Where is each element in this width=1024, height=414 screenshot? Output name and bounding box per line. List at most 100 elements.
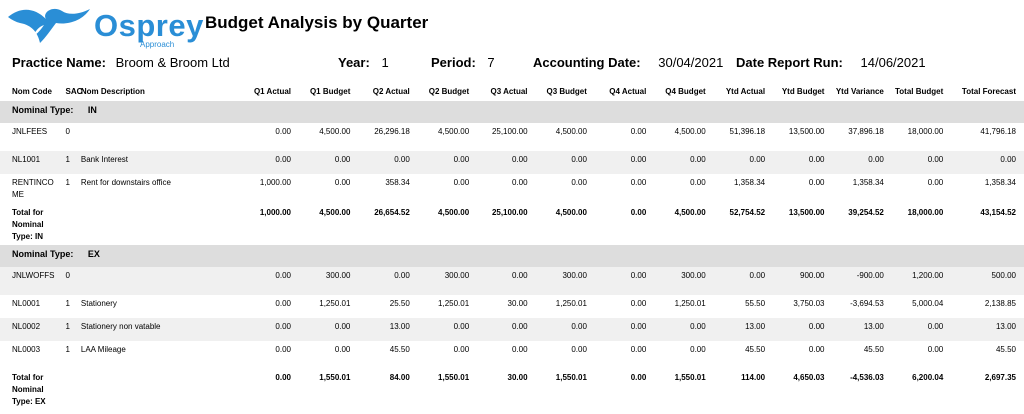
cell-value: 37,896.18 bbox=[848, 127, 884, 136]
total-value: 4,650.03 bbox=[793, 373, 825, 382]
col-header: Total Budget bbox=[894, 87, 944, 96]
cell-value: 41,796.18 bbox=[980, 127, 1016, 136]
cell-value: 5,000.04 bbox=[912, 299, 944, 308]
total-label-text: Total for Nominal Type: IN bbox=[12, 208, 44, 241]
cell-value: 18,000.00 bbox=[907, 127, 944, 136]
table-header-row: Nom Code SAC Nom Description Q1 Actual Q… bbox=[0, 82, 1024, 101]
logo-wordmark: Osprey bbox=[94, 8, 204, 43]
table-row: NL0002 1 Stationery non vatable 0.00 0.0… bbox=[0, 318, 1024, 341]
cell-value: 13,500.00 bbox=[788, 127, 825, 136]
accounting-date-label: Accounting Date: bbox=[533, 55, 641, 70]
table-row: JNLFEES 0 0.00 4,500.00 26,296.18 4,500.… bbox=[0, 123, 1024, 151]
cell-value: 45.50 bbox=[745, 345, 766, 354]
nom-description: Bank Interest bbox=[80, 151, 242, 174]
cell-value: 0.00 bbox=[713, 267, 774, 295]
cell-value: 300.00 bbox=[535, 267, 595, 295]
total-value: 43,154.52 bbox=[980, 208, 1016, 217]
total-value: 4,500.00 bbox=[438, 208, 470, 217]
nom-code: JNLFEES bbox=[12, 127, 48, 136]
cell-value: 0.00 bbox=[773, 318, 833, 341]
total-row-in: Total for Nominal Type: IN 1,000.00 4,50… bbox=[0, 204, 1024, 245]
cell-value: 0.00 bbox=[571, 178, 587, 187]
cell-value: 1,000.00 bbox=[259, 178, 291, 187]
nom-description: Stationery non vatable bbox=[80, 318, 242, 341]
total-value: 52,754.52 bbox=[729, 208, 766, 217]
table-row: NL1001 1 Bank Interest 0.00 0.00 0.00 0.… bbox=[0, 151, 1024, 174]
total-value: 0.00 bbox=[275, 373, 291, 382]
nom-description bbox=[81, 123, 242, 151]
group-type-label: Nominal Type: bbox=[12, 105, 74, 115]
accounting-date-value: 30/04/2021 bbox=[658, 55, 724, 70]
sac: 1 bbox=[65, 151, 81, 174]
total-value: 114.00 bbox=[741, 373, 766, 382]
cell-value: 0.00 bbox=[808, 178, 825, 187]
cell-value: 0.00 bbox=[417, 151, 478, 174]
cell-value: 0.00 bbox=[241, 267, 299, 295]
sac: 0 bbox=[65, 127, 70, 136]
cell-value: 0.00 bbox=[275, 345, 291, 354]
table-row: NL0003 1 LAA Mileage 0.00 0.00 45.50 0.0… bbox=[0, 341, 1024, 369]
cell-value: 1,358.34 bbox=[852, 178, 884, 187]
cell-value: 358.34 bbox=[385, 178, 410, 187]
group-header-in: Nominal Type: IN bbox=[0, 101, 1024, 123]
group-header-ex: Nominal Type: EX bbox=[0, 245, 1024, 267]
group-type-value: IN bbox=[87, 105, 97, 115]
cell-value: 0.00 bbox=[275, 127, 291, 136]
date-report-run: Date Report Run: 14/06/2021 bbox=[736, 55, 926, 71]
cell-value: 0.00 bbox=[511, 178, 528, 187]
year-value: 1 bbox=[381, 55, 389, 70]
nom-code: NL0001 bbox=[12, 299, 41, 308]
cell-value: 0.00 bbox=[927, 345, 944, 354]
cell-value: 0.00 bbox=[241, 318, 299, 341]
cell-value: 0.00 bbox=[690, 178, 706, 187]
budget-table: Nom Code SAC Nom Description Q1 Actual Q… bbox=[0, 82, 1024, 410]
sac: 1 bbox=[65, 318, 81, 341]
col-header: SAC bbox=[65, 87, 83, 96]
cell-value: 25,100.00 bbox=[491, 127, 528, 136]
col-header: Nom Description bbox=[80, 87, 145, 96]
total-value: 1,000.00 bbox=[259, 208, 291, 217]
col-header: Q2 Actual bbox=[372, 87, 410, 96]
total-value: 39,254.52 bbox=[848, 208, 884, 217]
col-header: Q1 Budget bbox=[309, 87, 351, 96]
cell-value: 45.50 bbox=[863, 345, 884, 354]
cell-value: 45.50 bbox=[995, 345, 1016, 354]
cell-value: 0.00 bbox=[891, 318, 952, 341]
total-value: 18,000.00 bbox=[907, 208, 944, 217]
col-header: Ytd Actual bbox=[725, 87, 766, 96]
cell-value: 25.50 bbox=[389, 299, 410, 308]
nom-code: NL0003 bbox=[12, 345, 41, 354]
date-report-run-value: 14/06/2021 bbox=[860, 55, 926, 70]
osprey-logo: Osprey Approach bbox=[6, 3, 203, 49]
col-header: Ytd Budget bbox=[781, 87, 825, 96]
cell-value: 13.00 bbox=[951, 318, 1024, 341]
sac: 0 bbox=[65, 267, 81, 295]
cell-value: 0.00 bbox=[417, 318, 478, 341]
osprey-bird-icon bbox=[8, 8, 90, 43]
cell-value: 0.00 bbox=[358, 151, 418, 174]
col-header: Q2 Budget bbox=[428, 87, 470, 96]
cell-value: 0.00 bbox=[630, 345, 647, 354]
col-header: Nom Code bbox=[12, 87, 52, 96]
cell-value: 0.00 bbox=[773, 151, 833, 174]
cell-value: 500.00 bbox=[951, 267, 1024, 295]
cell-value: 300.00 bbox=[417, 267, 478, 295]
nom-code: NL0002 bbox=[0, 318, 66, 341]
cell-value: 0.00 bbox=[511, 345, 528, 354]
period: Period: 7 bbox=[431, 55, 495, 71]
nom-description: Rent for downstairs office bbox=[80, 178, 172, 187]
cell-value: 0.00 bbox=[358, 267, 418, 295]
sac: 1 bbox=[65, 178, 70, 187]
cell-value: 0.00 bbox=[630, 127, 647, 136]
cell-value: 1,250.01 bbox=[438, 299, 470, 308]
year: Year: 1 bbox=[338, 55, 389, 71]
total-value: 0.00 bbox=[630, 373, 647, 382]
cell-value: 0.00 bbox=[713, 151, 774, 174]
cell-value: 0.00 bbox=[808, 345, 825, 354]
group-header-cell: Nominal Type: EX bbox=[0, 245, 1024, 267]
cell-value: 1,358.34 bbox=[984, 178, 1016, 187]
cell-value: 0.00 bbox=[654, 151, 714, 174]
period-label: Period: bbox=[431, 55, 476, 70]
cell-value: 4,500.00 bbox=[319, 127, 351, 136]
col-header: Q4 Budget bbox=[665, 87, 706, 96]
